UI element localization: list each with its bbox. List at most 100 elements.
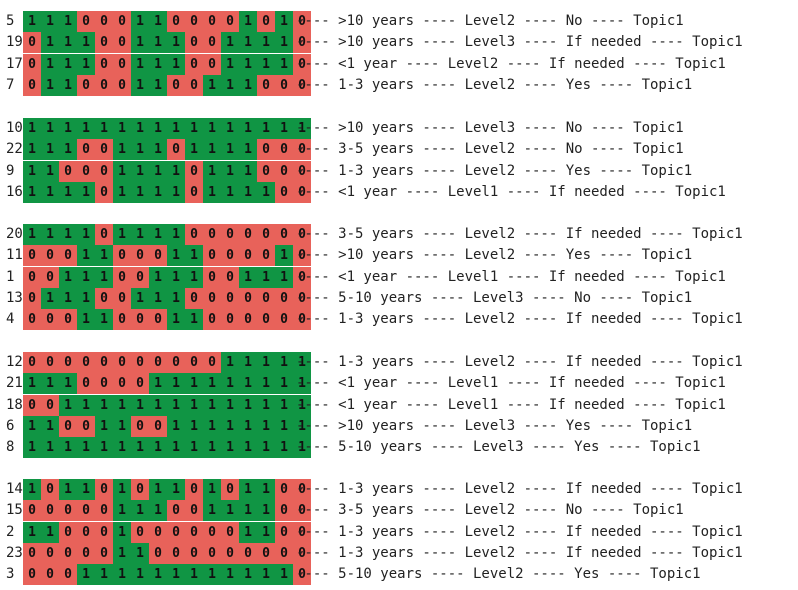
bit-cell: 1 [257, 415, 275, 437]
bit-cell: 0 [95, 479, 113, 500]
bit-cell: 1 [23, 437, 41, 459]
bit-cell: 0 [95, 542, 113, 564]
bit-cell: 1 [23, 521, 41, 543]
row-id: 4 [6, 311, 15, 328]
bit-cell: 1 [167, 564, 185, 586]
bit-cell: 1 [275, 53, 293, 75]
bit-cell: 1 [131, 74, 149, 96]
bit-cell: 0 [167, 542, 185, 564]
bit-cell: 1 [113, 415, 131, 437]
bit-cell: 0 [95, 53, 113, 75]
bit-cell: 0 [293, 542, 311, 564]
bit-cell: 0 [293, 181, 311, 203]
bit-cell: 1 [77, 437, 95, 459]
bit-cell: 1 [149, 11, 167, 32]
bit-cell: 1 [167, 309, 185, 331]
bit-cell: 1 [221, 118, 239, 139]
bit-cell: 1 [113, 500, 131, 522]
bit-cell: 1 [41, 415, 59, 437]
bit-cell: 1 [257, 118, 275, 139]
bit-cell: 1 [167, 437, 185, 459]
bit-cell: 1 [275, 32, 293, 54]
bit-cell: 0 [257, 245, 275, 267]
bit-cell: 1 [239, 521, 257, 543]
bit-cell: 1 [239, 437, 257, 459]
bit-cell: 0 [293, 74, 311, 96]
bit-cell: 1 [77, 479, 95, 500]
bit-cell: 1 [275, 118, 293, 139]
bit-cell: 1 [293, 373, 311, 395]
bit-cell: 1 [23, 11, 41, 32]
bit-cell: 0 [23, 74, 41, 96]
bit-cell: 1 [167, 118, 185, 139]
bit-cell: 1 [77, 224, 95, 245]
bit-cell: 0 [131, 309, 149, 331]
bit-cell: 1 [59, 373, 77, 395]
bit-cell: 1 [149, 266, 167, 288]
bit-cell: 1 [257, 437, 275, 459]
bit-cell: 1 [41, 287, 59, 309]
bit-cell: 1 [203, 139, 221, 161]
bit-cell: 1 [275, 11, 293, 32]
bit-cell: 0 [221, 224, 239, 245]
bit-cell: 1 [275, 437, 293, 459]
bit-cell: 1 [113, 564, 131, 586]
row-description: ---- 1-3 years ---- Level2 ---- If neede… [296, 544, 743, 561]
bit-cell: 0 [95, 32, 113, 54]
bit-cell: 0 [167, 139, 185, 161]
bit-cell: 1 [131, 160, 149, 182]
bit-cell: 0 [77, 160, 95, 182]
bit-cell: 1 [239, 352, 257, 373]
bit-cell: 0 [95, 500, 113, 522]
bit-cell: 1 [293, 415, 311, 437]
bit-cell: 1 [257, 479, 275, 500]
bit-cell: 0 [23, 266, 41, 288]
bit-cell: 0 [167, 74, 185, 96]
row-description: ---- <1 year ---- Level1 ---- If needed … [296, 268, 726, 285]
bit-cell: 1 [59, 11, 77, 32]
row-id: 6 [6, 417, 15, 434]
bit-cell: 1 [203, 500, 221, 522]
bit-cell: 0 [95, 11, 113, 32]
bit-cell: 0 [113, 32, 131, 54]
bit-cell: 1 [185, 245, 203, 267]
bit-cell: 0 [95, 139, 113, 161]
bit-cell: 1 [275, 394, 293, 416]
bit-cell: 0 [221, 309, 239, 331]
bit-cell: 0 [59, 542, 77, 564]
bit-cell: 1 [149, 32, 167, 54]
bit-cell: 0 [203, 11, 221, 32]
bit-cell: 1 [221, 373, 239, 395]
bit-cell: 1 [203, 564, 221, 586]
bit-cell: 0 [149, 309, 167, 331]
bit-cell: 0 [149, 521, 167, 543]
row-id: 17 [6, 55, 23, 72]
bit-cell: 1 [293, 394, 311, 416]
bit-cell: 1 [239, 181, 257, 203]
bit-cell: 0 [23, 500, 41, 522]
row-id: 1 [6, 268, 15, 285]
bit-cell: 1 [77, 181, 95, 203]
bit-cell: 0 [293, 53, 311, 75]
bit-cell: 1 [41, 521, 59, 543]
bit-cell: 0 [293, 32, 311, 54]
bit-cell: 1 [149, 373, 167, 395]
bit-cell: 1 [113, 521, 131, 543]
bit-cell: 0 [77, 500, 95, 522]
bit-cell: 0 [41, 245, 59, 267]
bit-cell: 1 [167, 479, 185, 500]
bit-cell: 1 [41, 437, 59, 459]
bit-cell: 1 [275, 373, 293, 395]
bit-cell: 0 [203, 266, 221, 288]
bit-cell: 1 [239, 32, 257, 54]
row-description: ---- 1-3 years ---- Level2 ---- If neede… [296, 523, 743, 540]
bit-cell: 0 [95, 224, 113, 245]
bit-cell: 1 [149, 500, 167, 522]
bit-cell: 1 [77, 309, 95, 331]
row-id: 15 [6, 502, 23, 519]
bit-cell: 1 [131, 394, 149, 416]
